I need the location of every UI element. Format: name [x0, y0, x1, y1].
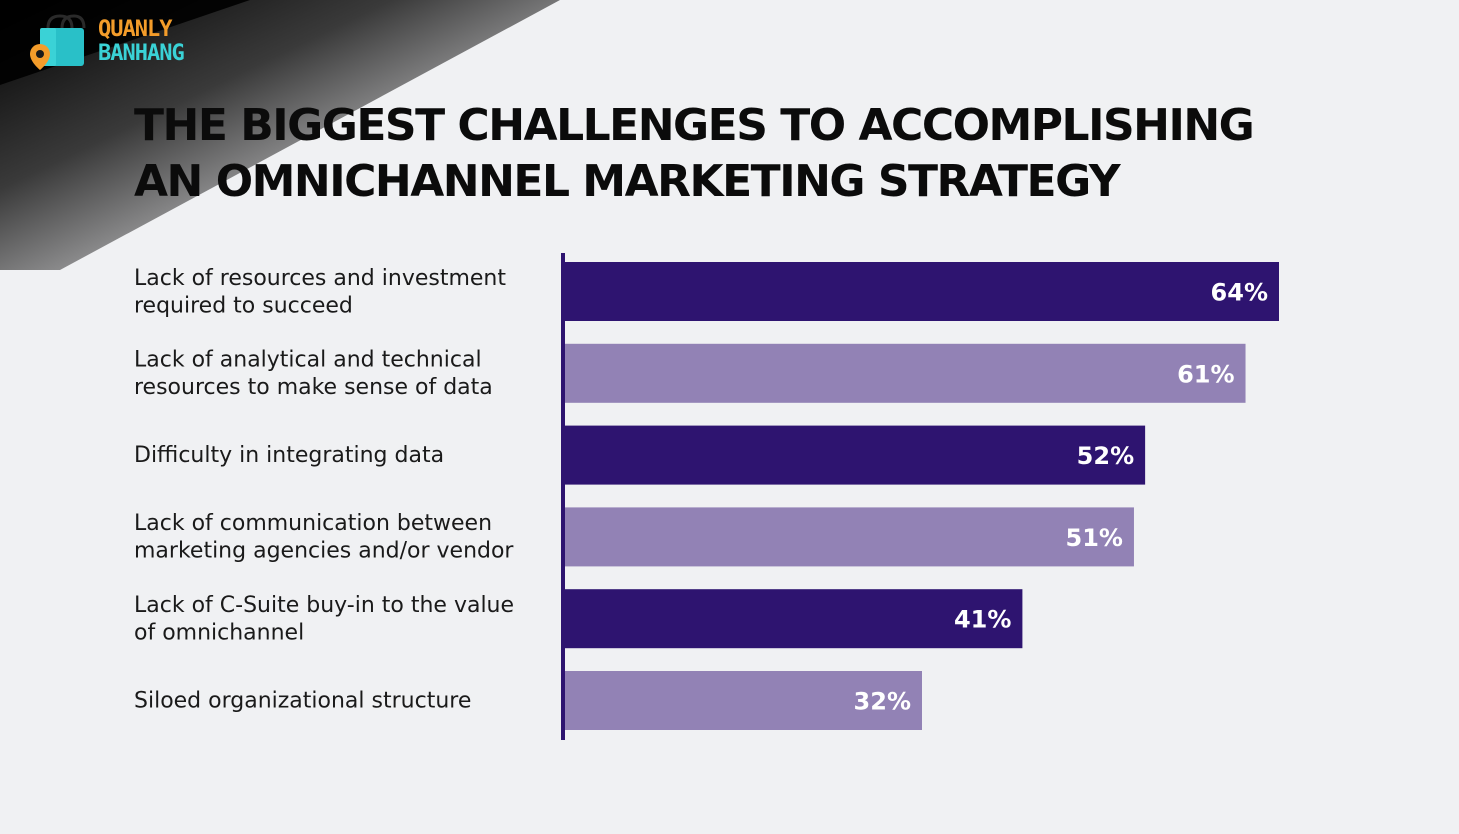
- value-label-1: 64%: [1211, 279, 1268, 307]
- logo-text-quanly: QUANLY: [98, 17, 172, 42]
- value-label-5: 41%: [954, 606, 1011, 634]
- category-label-3: Difficulty in integrating data: [134, 443, 444, 468]
- title-line-1: THE BIGGEST CHALLENGES TO ACCOMPLISHING: [134, 100, 1255, 151]
- value-label-3: 52%: [1077, 442, 1134, 470]
- page-title: THE BIGGEST CHALLENGES TO ACCOMPLISHING …: [134, 98, 1334, 210]
- bar-6: [565, 671, 922, 730]
- value-label-2: 61%: [1177, 360, 1234, 388]
- logo-text-banhang: BANHANG: [98, 41, 185, 66]
- shopping-bag-location-icon: [30, 14, 86, 70]
- value-label-4: 51%: [1066, 524, 1123, 552]
- brand-logo: QUANLY BANHANG: [26, 14, 206, 74]
- bar-4: [565, 507, 1134, 567]
- category-label-4: Lack of communication between marketing a…: [134, 511, 514, 564]
- value-label-6: 32%: [854, 688, 911, 716]
- category-label-6: Siloed organizational structure: [134, 689, 471, 714]
- bar-2: [565, 343, 1246, 403]
- bar-3: [565, 425, 1146, 485]
- bar-5: [565, 589, 1023, 649]
- category-label-2: Lack of analytical and technical resource…: [134, 348, 493, 401]
- category-label-5: Lack of C-Suite buy-in to the value of om…: [134, 593, 514, 646]
- bar-1: [565, 262, 1279, 321]
- category-label-1: Lack of resources and investment required…: [134, 266, 506, 319]
- title-line-2: AN OMNICHANNEL MARKETING STRATEGY: [134, 156, 1121, 207]
